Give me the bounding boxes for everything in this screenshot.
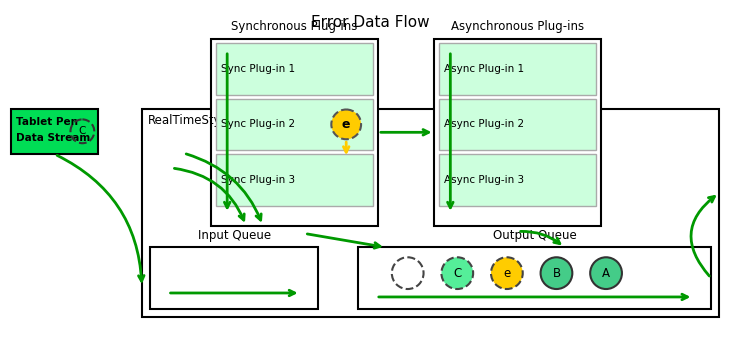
FancyBboxPatch shape	[212, 39, 378, 225]
Text: Sync Plug-in 2: Sync Plug-in 2	[221, 119, 295, 130]
Text: Asynchronous Plug-ins: Asynchronous Plug-ins	[451, 20, 585, 33]
Text: Async Plug-in 3: Async Plug-in 3	[445, 175, 525, 185]
FancyBboxPatch shape	[142, 108, 719, 317]
FancyBboxPatch shape	[216, 99, 373, 150]
FancyBboxPatch shape	[440, 154, 596, 206]
Text: e: e	[503, 267, 511, 280]
Circle shape	[591, 257, 622, 289]
Circle shape	[541, 257, 572, 289]
FancyBboxPatch shape	[11, 108, 98, 154]
FancyBboxPatch shape	[440, 99, 596, 150]
Text: Sync Plug-in 1: Sync Plug-in 1	[221, 64, 295, 74]
Text: RealTimeStylus: RealTimeStylus	[148, 114, 238, 127]
Text: Data Stream: Data Stream	[16, 133, 90, 143]
Text: C: C	[78, 126, 86, 136]
Circle shape	[442, 257, 473, 289]
FancyBboxPatch shape	[440, 43, 596, 95]
FancyBboxPatch shape	[216, 43, 373, 95]
Text: A: A	[602, 267, 610, 280]
Circle shape	[391, 257, 423, 289]
Text: Async Plug-in 1: Async Plug-in 1	[445, 64, 525, 74]
Text: Error Data Flow: Error Data Flow	[311, 15, 429, 30]
FancyBboxPatch shape	[149, 248, 318, 309]
FancyBboxPatch shape	[434, 39, 601, 225]
Text: C: C	[453, 267, 462, 280]
Text: B: B	[552, 267, 560, 280]
Text: Async Plug-in 2: Async Plug-in 2	[445, 119, 525, 130]
Text: Input Queue: Input Queue	[198, 230, 271, 242]
Text: e: e	[342, 118, 351, 131]
Text: Sync Plug-in 3: Sync Plug-in 3	[221, 175, 295, 185]
Circle shape	[491, 257, 522, 289]
FancyBboxPatch shape	[358, 248, 711, 309]
Text: Output Queue: Output Queue	[493, 230, 576, 242]
Circle shape	[332, 109, 361, 139]
Text: Tablet Pen: Tablet Pen	[16, 117, 78, 128]
FancyBboxPatch shape	[216, 154, 373, 206]
Text: Synchronous Plug-ins: Synchronous Plug-ins	[232, 20, 358, 33]
